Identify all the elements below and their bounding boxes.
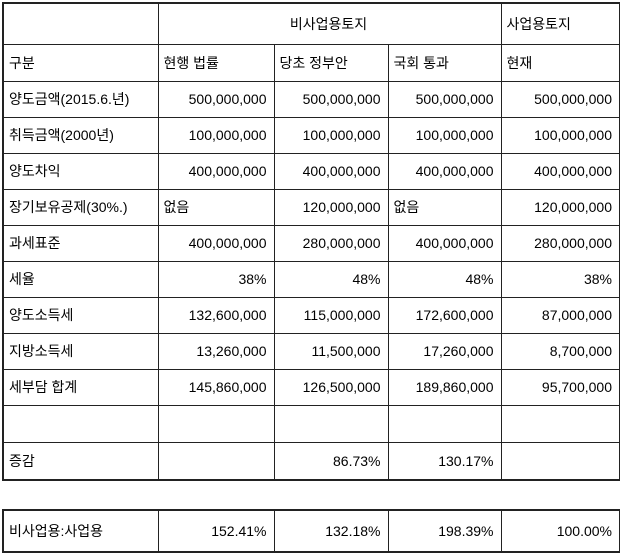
cell-value	[157, 404, 275, 443]
cell-value: 115,000,000	[273, 296, 389, 334]
cell-value	[387, 404, 502, 443]
cell-value: 500,000,000	[157, 80, 275, 118]
table-row-transfer-income-tax: 양도소득세 132,600,000 115,000,000 172,600,00…	[2, 296, 620, 334]
table-row-transfer-gain: 양도차익 400,000,000 400,000,000 400,000,000…	[2, 152, 620, 190]
blank-header-cell	[2, 2, 159, 45]
table-row-longterm-deduction: 장기보유공제(30%.) 없음 120,000,000 없음 120,000,0…	[2, 188, 620, 226]
table-row-local-income-tax: 지방소득세 13,260,000 11,500,000 17,260,000 8…	[2, 332, 620, 370]
cell-value: 189,860,000	[387, 368, 502, 406]
cell-value: 126,500,000	[273, 368, 389, 406]
column-header-row: 구분 현행 법률 당초 정부안 국회 통과 현재	[2, 43, 620, 82]
cell-value: 500,000,000	[273, 80, 389, 118]
ratio-table: 비사업용:사업용 152.41% 132.18% 198.39% 100.00%	[2, 509, 620, 553]
cell-value: 152.41%	[157, 509, 275, 553]
cell-value	[500, 441, 620, 481]
cell-value: 280,000,000	[273, 224, 389, 262]
cell-value: 198.39%	[387, 509, 502, 553]
cell-value: 100.00%	[500, 509, 620, 553]
cell-value: 400,000,000	[500, 152, 620, 190]
table-row-nonbusiness-to-business-ratio: 비사업용:사업용 152.41% 132.18% 198.39% 100.00%	[2, 509, 620, 553]
cell-value: 17,260,000	[387, 332, 502, 370]
cell-value: 172,600,000	[387, 296, 502, 334]
row-label: 증감	[2, 441, 159, 481]
cell-value: 132.18%	[273, 509, 389, 553]
cell-value: 500,000,000	[500, 80, 620, 118]
row-label: 양도소득세	[2, 296, 159, 334]
cell-value: 100,000,000	[157, 116, 275, 154]
cell-value: 132,600,000	[157, 296, 275, 334]
table-row-change: 증감 86.73% 130.17%	[2, 441, 620, 481]
cell-value: 13,260,000	[157, 332, 275, 370]
cell-value	[157, 441, 275, 481]
table-row-empty	[2, 404, 620, 443]
cell-value: 400,000,000	[273, 152, 389, 190]
cell-value: 38%	[157, 260, 275, 298]
cell-value: 400,000,000	[157, 152, 275, 190]
row-label: 세율	[2, 260, 159, 298]
tax-comparison-table: 비사업용토지 사업용토지 구분 현행 법률 당초 정부안 국회 통과 현재 양도…	[2, 2, 620, 481]
table-row-transfer-amount: 양도금액(2015.6.년) 500,000,000 500,000,000 5…	[2, 80, 620, 118]
table-row-total-tax-burden: 세부담 합계 145,860,000 126,500,000 189,860,0…	[2, 368, 620, 406]
cell-value	[500, 404, 620, 443]
cell-value: 87,000,000	[500, 296, 620, 334]
column-header-present: 현재	[500, 43, 620, 82]
cell-value: 120,000,000	[500, 188, 620, 226]
header-group-business: 사업용토지	[500, 2, 620, 45]
cell-value: 11,500,000	[273, 332, 389, 370]
cell-value: 38%	[500, 260, 620, 298]
cell-value: 86.73%	[273, 441, 389, 481]
column-header-current-law: 현행 법률	[157, 43, 275, 82]
cell-value: 120,000,000	[273, 188, 389, 226]
table-row-tax-base: 과세표준 400,000,000 280,000,000 400,000,000…	[2, 224, 620, 262]
column-header-assembly-passed: 국회 통과	[387, 43, 502, 82]
cell-value: 48%	[273, 260, 389, 298]
cell-value: 145,860,000	[157, 368, 275, 406]
row-label: 취득금액(2000년)	[2, 116, 159, 154]
cell-value: 400,000,000	[387, 224, 502, 262]
row-label: 세부담 합계	[2, 368, 159, 406]
row-label: 지방소득세	[2, 332, 159, 370]
row-label	[2, 404, 159, 443]
cell-value: 400,000,000	[387, 152, 502, 190]
cell-value: 95,700,000	[500, 368, 620, 406]
cell-value: 100,000,000	[387, 116, 502, 154]
cell-value: 100,000,000	[500, 116, 620, 154]
cell-value: 130.17%	[387, 441, 502, 481]
column-header-gubun: 구분	[2, 43, 159, 82]
group-header-row: 비사업용토지 사업용토지	[2, 2, 620, 45]
row-label: 양도차익	[2, 152, 159, 190]
column-header-gov-proposal: 당초 정부안	[273, 43, 389, 82]
cell-value: 400,000,000	[157, 224, 275, 262]
header-group-nonbusiness: 비사업용토지	[157, 2, 502, 45]
row-label: 양도금액(2015.6.년)	[2, 80, 159, 118]
table-row-acquisition-amount: 취득금액(2000년) 100,000,000 100,000,000 100,…	[2, 116, 620, 154]
row-label: 과세표준	[2, 224, 159, 262]
cell-value: 280,000,000	[500, 224, 620, 262]
table-row-tax-rate: 세율 38% 48% 48% 38%	[2, 260, 620, 298]
cell-value: 없음	[157, 188, 275, 226]
cell-value: 100,000,000	[273, 116, 389, 154]
row-label: 비사업용:사업용	[2, 509, 159, 553]
cell-value: 8,700,000	[500, 332, 620, 370]
cell-value: 500,000,000	[387, 80, 502, 118]
cell-value	[273, 404, 389, 443]
cell-value: 48%	[387, 260, 502, 298]
row-label: 장기보유공제(30%.)	[2, 188, 159, 226]
cell-value: 없음	[387, 188, 502, 226]
